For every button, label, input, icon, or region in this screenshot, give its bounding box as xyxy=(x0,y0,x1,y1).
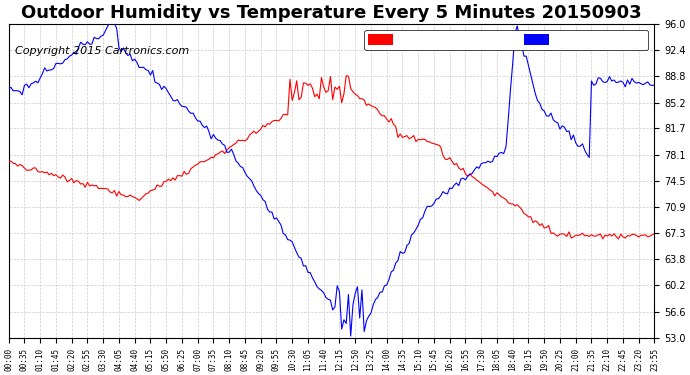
Text: Copyright 2015 Cartronics.com: Copyright 2015 Cartronics.com xyxy=(15,46,189,56)
Title: Outdoor Humidity vs Temperature Every 5 Minutes 20150903: Outdoor Humidity vs Temperature Every 5 … xyxy=(21,4,642,22)
Legend: Temperature (°F), Humidity (%): Temperature (°F), Humidity (%) xyxy=(364,30,648,51)
